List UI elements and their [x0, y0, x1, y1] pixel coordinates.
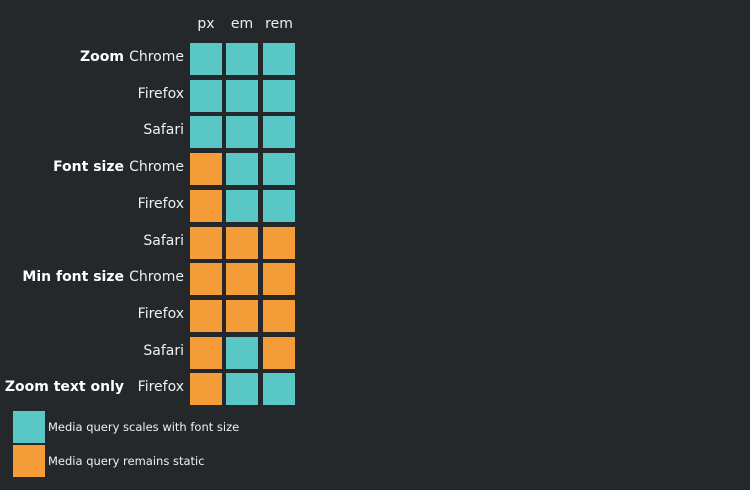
cell-em-scales — [226, 337, 258, 369]
browser-label: Chrome — [129, 49, 184, 65]
legend-label: Media query scales with font size — [48, 420, 240, 434]
cell-rem-scales — [263, 80, 295, 112]
column-label-rem: rem — [265, 16, 293, 32]
cell-rem-scales — [263, 43, 295, 75]
cell-rem-scales — [263, 373, 295, 405]
browser-label: Chrome — [129, 269, 184, 285]
chart-row: Firefox — [0, 190, 300, 222]
group-label: Font size — [53, 159, 124, 175]
browser-label: Safari — [143, 343, 184, 359]
cell-rem-scales — [263, 190, 295, 222]
chart-row: Zoom Chrome — [0, 43, 300, 75]
browser-label: Chrome — [129, 159, 184, 175]
column-label-px: px — [197, 16, 215, 32]
chart-row: Min font size Chrome — [0, 263, 300, 295]
cell-em-scales — [226, 43, 258, 75]
cell-em-static — [226, 227, 258, 259]
cell-rem-scales — [263, 153, 295, 185]
browser-label: Firefox — [137, 379, 184, 395]
cell-em-scales — [226, 373, 258, 405]
group-label: Min font size — [22, 269, 124, 285]
legend-swatch — [13, 411, 45, 443]
chart-row: Zoom text only Firefox — [0, 373, 300, 405]
cell-em-scales — [226, 116, 258, 148]
cell-em-scales — [226, 153, 258, 185]
cell-rem-static — [263, 337, 295, 369]
chart-row: Safari — [0, 116, 300, 148]
chart-row: Firefox — [0, 300, 300, 332]
cell-px-scales — [190, 116, 222, 148]
browser-label: Firefox — [137, 306, 184, 322]
column-label-em: em — [230, 16, 254, 32]
browser-label: Safari — [143, 122, 184, 138]
cell-rem-static — [263, 227, 295, 259]
group-label: Zoom — [80, 49, 124, 65]
cell-em-scales — [226, 80, 258, 112]
cell-px-static — [190, 190, 222, 222]
group-label: Zoom text only — [4, 379, 124, 395]
cell-rem-static — [263, 300, 295, 332]
chart-row: Safari — [0, 337, 300, 369]
browser-label: Firefox — [137, 196, 184, 212]
cell-rem-static — [263, 263, 295, 295]
cell-px-static — [190, 227, 222, 259]
chart-row: Safari — [0, 227, 300, 259]
cell-em-scales — [226, 190, 258, 222]
cell-px-scales — [190, 43, 222, 75]
chart-row: Firefox — [0, 80, 300, 112]
chart-row: Font size Chrome — [0, 153, 300, 185]
cell-px-static — [190, 337, 222, 369]
legend-item-static: Media query remains static — [13, 445, 333, 477]
legend-swatch — [13, 445, 45, 477]
cell-px-static — [190, 263, 222, 295]
cell-em-static — [226, 263, 258, 295]
cell-rem-scales — [263, 116, 295, 148]
browser-label: Safari — [143, 233, 184, 249]
cell-px-static — [190, 153, 222, 185]
cell-px-static — [190, 300, 222, 332]
legend-item-scales: Media query scales with font size — [13, 411, 333, 443]
cell-em-static — [226, 300, 258, 332]
cell-px-scales — [190, 80, 222, 112]
legend-label: Media query remains static — [48, 454, 205, 468]
browser-label: Firefox — [137, 86, 184, 102]
cell-px-static — [190, 373, 222, 405]
